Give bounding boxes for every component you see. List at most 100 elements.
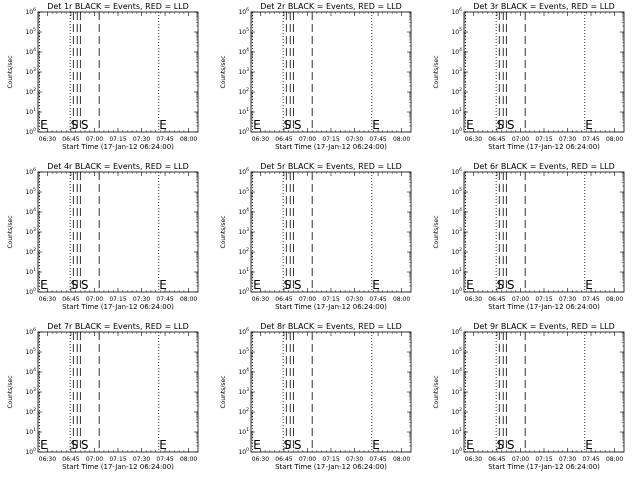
y-tick-label: 101 (25, 107, 36, 116)
plot-frame (463, 11, 625, 133)
marker-label: E (40, 118, 48, 132)
x-tick-label: 07:00 (299, 296, 316, 303)
x-tick-label: 08:00 (606, 136, 623, 143)
y-tick-label: 103 (25, 387, 36, 396)
x-tick-label: 07:00 (512, 456, 529, 463)
marker-label: S (294, 278, 302, 292)
y-tick-label: 100 (25, 127, 36, 136)
x-axis-label: Start Time (17-Jan-12 06:24:00) (275, 143, 387, 151)
chart-title: Det 6r BLACK = Events, RED = LLD (473, 162, 615, 171)
x-axis-label: Start Time (17-Jan-12 06:24:00) (62, 143, 174, 151)
y-tick-label: 102 (238, 87, 249, 96)
detector-panel: Det 6r BLACK = Events, RED = LLD 100 101 10… (426, 160, 639, 320)
marker-label: E (40, 278, 48, 292)
x-tick-label: 08:00 (180, 296, 197, 303)
x-tick-label: 08:00 (393, 296, 410, 303)
y-tick-label: 104 (25, 47, 36, 56)
x-tick-label: 07:00 (86, 136, 103, 143)
x-axis-label: Start Time (17-Jan-12 06:24:00) (488, 303, 600, 311)
x-tick-label: 07:00 (512, 136, 529, 143)
y-tick-label: 103 (25, 67, 36, 76)
marker-label: E (253, 118, 261, 132)
marker-label: S (507, 278, 515, 292)
x-tick-label: 06:30 (252, 136, 269, 143)
x-axis-label: Start Time (17-Jan-12 06:24:00) (62, 303, 174, 311)
x-axis-label: Start Time (17-Jan-12 06:24:00) (62, 463, 174, 471)
chart-title: Det 7r BLACK = Events, RED = LLD (47, 322, 189, 331)
x-tick-label: 06:30 (39, 136, 56, 143)
y-tick-label: 106 (451, 7, 462, 16)
x-tick-label: 07:30 (346, 296, 363, 303)
x-tick-label: 07:45 (156, 456, 173, 463)
marker-label: S (507, 118, 515, 132)
marker-label: S (284, 278, 292, 292)
y-axis-label: Counts/sec (433, 215, 440, 248)
marker-label: E (585, 438, 593, 452)
detector-chart: Det 3r BLACK = Events, RED = LLD 100 101 10… (433, 2, 625, 151)
chart-title: Det 5r BLACK = Events, RED = LLD (260, 162, 402, 171)
marker-label: S (81, 278, 89, 292)
detector-chart: Det 5r BLACK = Events, RED = LLD 100 101 10… (220, 162, 412, 311)
x-tick-label: 07:45 (156, 136, 173, 143)
marker-label: S (71, 118, 79, 132)
y-tick-label: 100 (238, 287, 249, 296)
x-tick-label: 07:45 (582, 296, 599, 303)
y-axis-label: Counts/sec (220, 375, 227, 408)
y-tick-label: 104 (25, 207, 36, 216)
x-tick-label: 08:00 (180, 136, 197, 143)
y-axis-label: Counts/sec (220, 215, 227, 248)
y-tick-label: 105 (25, 27, 36, 36)
marker-label: S (81, 438, 89, 452)
y-tick-label: 106 (25, 7, 36, 16)
y-tick-label: 100 (238, 127, 249, 136)
marker-label: S (284, 438, 292, 452)
y-tick-label: 104 (451, 367, 462, 376)
y-tick-label: 106 (25, 167, 36, 176)
x-tick-label: 08:00 (393, 136, 410, 143)
marker-label: E (159, 278, 167, 292)
x-tick-label: 07:30 (133, 296, 150, 303)
x-axis-label: Start Time (17-Jan-12 06:24:00) (275, 463, 387, 471)
marker-label: E (466, 118, 474, 132)
detector-panel: Det 9r BLACK = Events, RED = LLD 100 101 10… (426, 320, 639, 480)
y-tick-label: 101 (451, 107, 462, 116)
chart-title: Det 1r BLACK = Events, RED = LLD (47, 2, 189, 11)
y-tick-label: 104 (25, 367, 36, 376)
x-tick-label: 07:00 (512, 296, 529, 303)
x-tick-label: 06:30 (465, 456, 482, 463)
x-tick-label: 07:15 (535, 456, 552, 463)
y-tick-label: 101 (25, 267, 36, 276)
marker-label: S (507, 438, 515, 452)
detector-panel: Det 5r BLACK = Events, RED = LLD 100 101 10… (213, 160, 426, 320)
y-tick-label: 102 (451, 87, 462, 96)
plot-frame (37, 171, 199, 293)
x-tick-label: 07:00 (86, 456, 103, 463)
y-tick-label: 103 (451, 387, 462, 396)
y-tick-label: 100 (238, 447, 249, 456)
y-axis-label: Counts/sec (433, 55, 440, 88)
x-tick-label: 08:00 (393, 456, 410, 463)
x-tick-label: 07:30 (133, 456, 150, 463)
chart-title: Det 8r BLACK = Events, RED = LLD (260, 322, 402, 331)
x-tick-label: 06:45 (62, 296, 79, 303)
y-tick-label: 103 (238, 67, 249, 76)
detector-chart: Det 8r BLACK = Events, RED = LLD 100 101 10… (220, 322, 412, 471)
plot-frame (250, 11, 412, 133)
marker-label: S (71, 438, 79, 452)
detector-chart: Det 4r BLACK = Events, RED = LLD 100 101 10… (7, 162, 199, 311)
x-tick-label: 07:00 (299, 456, 316, 463)
y-tick-label: 101 (451, 267, 462, 276)
marker-label: S (71, 278, 79, 292)
marker-label: S (497, 438, 505, 452)
y-tick-label: 104 (451, 47, 462, 56)
marker-label: E (372, 118, 380, 132)
x-tick-label: 08:00 (180, 456, 197, 463)
y-tick-label: 104 (238, 207, 249, 216)
x-tick-label: 07:15 (535, 296, 552, 303)
x-tick-label: 07:15 (535, 136, 552, 143)
y-tick-label: 103 (451, 67, 462, 76)
y-tick-label: 104 (238, 367, 249, 376)
y-tick-label: 105 (451, 27, 462, 36)
y-tick-label: 102 (25, 407, 36, 416)
y-tick-label: 105 (238, 347, 249, 356)
